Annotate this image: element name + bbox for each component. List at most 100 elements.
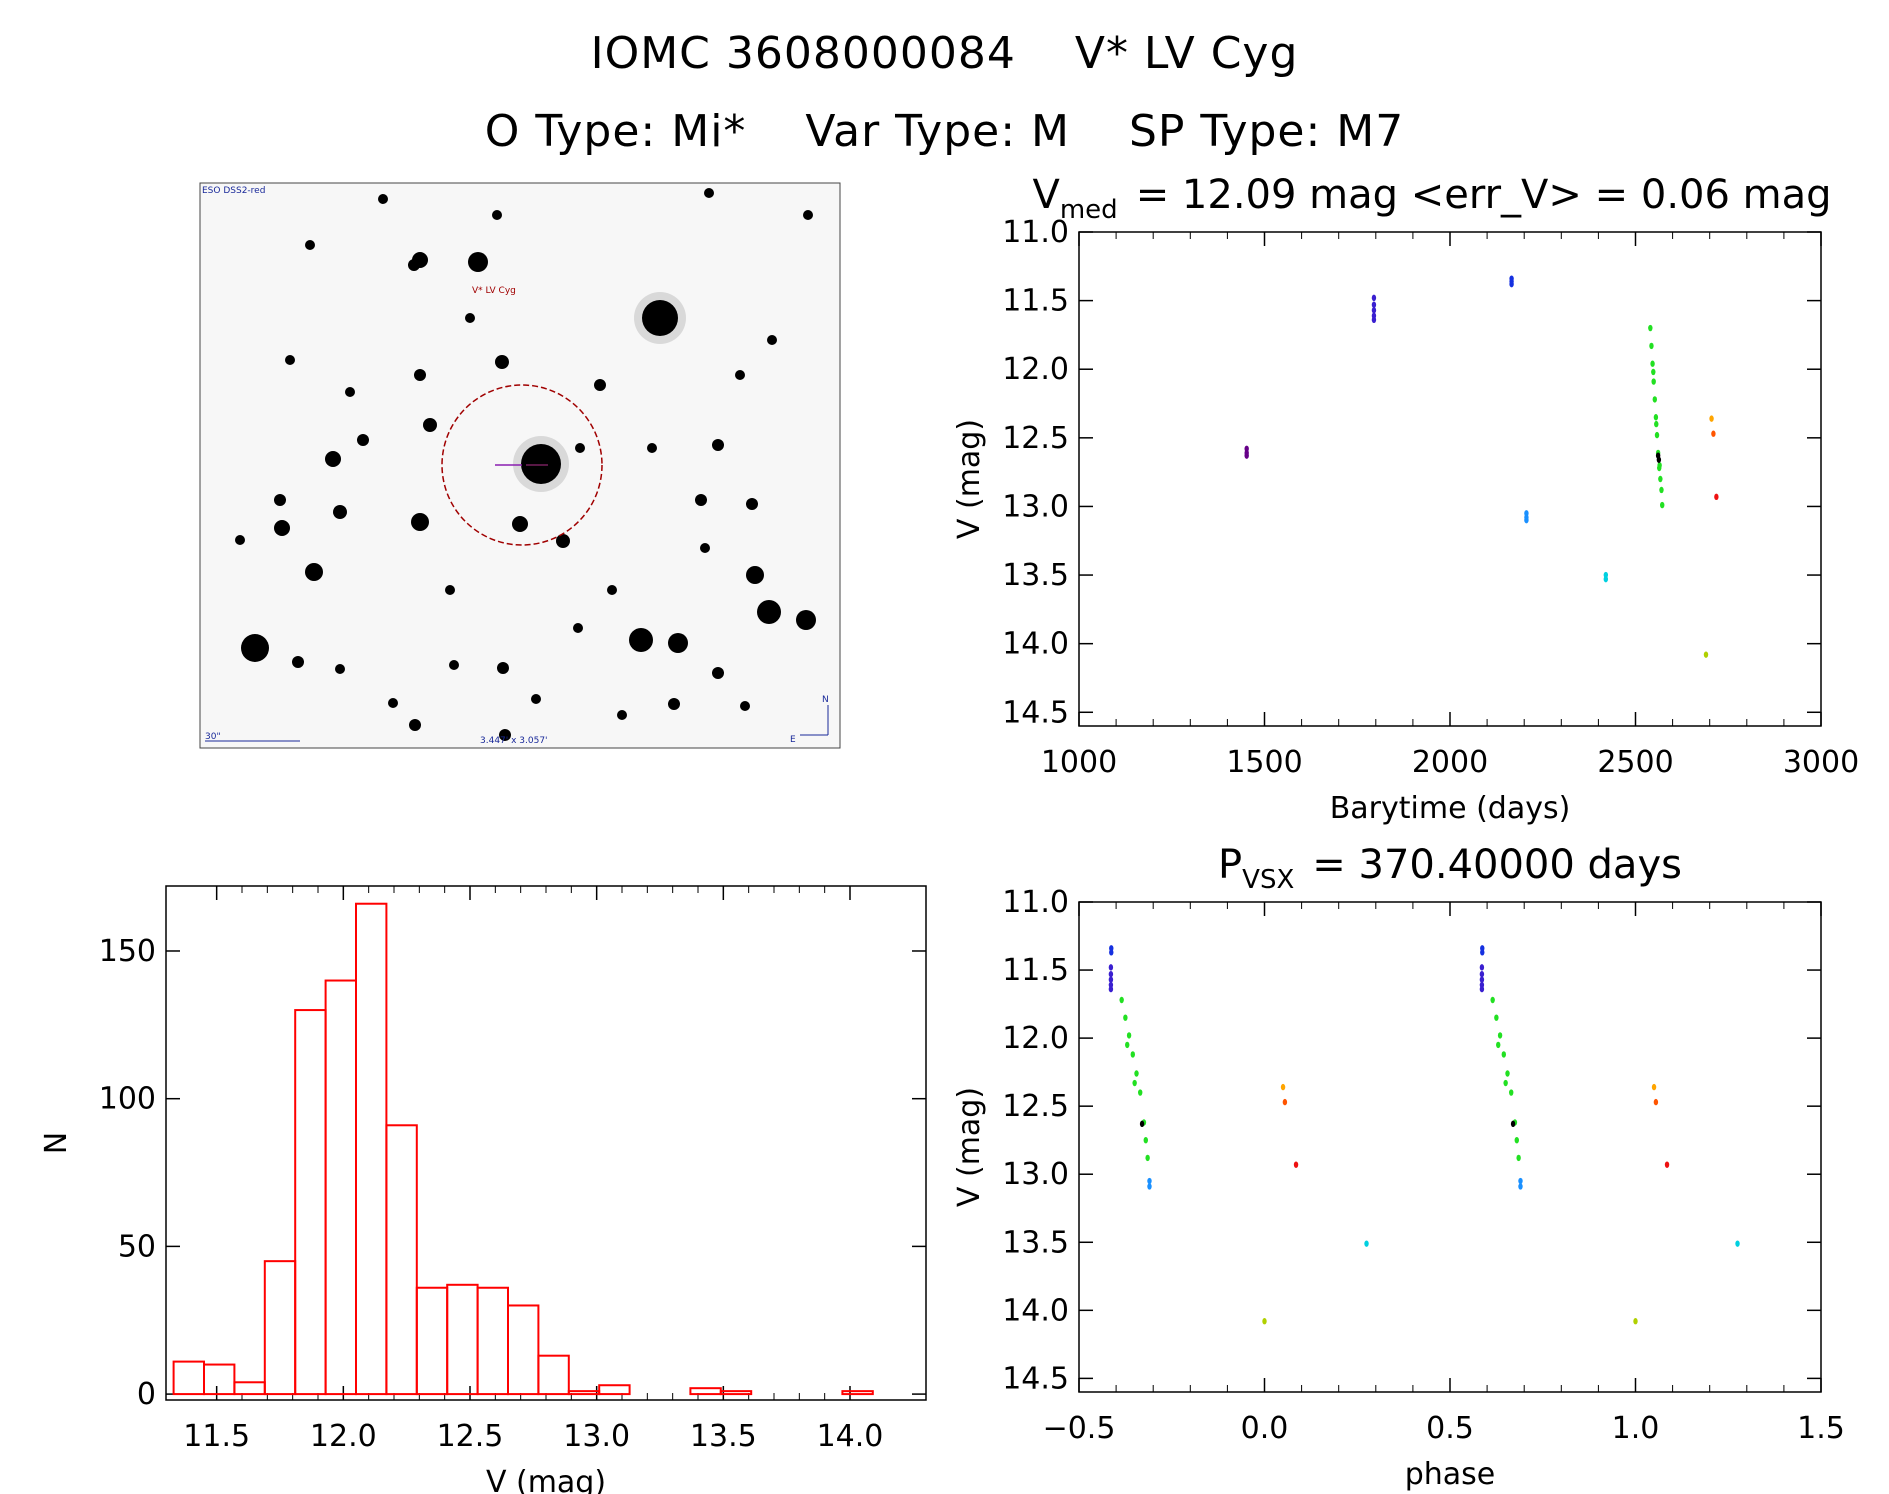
fov-label: 3.447' x 3.057': [480, 736, 548, 746]
ph-xlabel: phase: [1405, 1457, 1496, 1492]
finder-star: [285, 355, 295, 365]
lc-point-s10: [1703, 651, 1709, 658]
hist-bar: [598, 1384, 631, 1396]
ph-plot: −0.5 0.0 0.5 1.0 1.5 11.0 11.5 12.0 12.5 13.0 13.5…: [952, 885, 1845, 1492]
finder-star: [668, 698, 680, 710]
ph-point-s6_green: [1123, 1014, 1128, 1021]
finder-star: [325, 451, 341, 467]
scale-label: 30": [205, 732, 221, 742]
finder-star: [712, 439, 724, 451]
ph-ytick-label: 14.5: [1002, 1361, 1069, 1396]
lc-point-s5: [1603, 575, 1609, 583]
var-type: Var Type: M: [805, 106, 1070, 157]
finder-star: [617, 710, 627, 720]
figure-subtitle: O Type: Mi* Var Type: M SP Type: M7: [0, 106, 1889, 157]
hist-bar: [567, 1390, 601, 1396]
lc-ytick-label: 14.5: [1002, 695, 1069, 730]
lc-ytick-label: 12.0: [1002, 352, 1069, 387]
finder-star: [704, 188, 714, 198]
finder-star: [468, 252, 488, 272]
ph-point-s6_green: [1494, 1014, 1499, 1021]
survey-label: ESO DSS2-red: [202, 186, 265, 196]
ph-point-s3: [1480, 949, 1485, 956]
finder-star: [333, 505, 347, 519]
ph-point-s7: [1280, 1083, 1286, 1091]
finder-star: [767, 335, 777, 345]
lc-point-s6_green: [1651, 378, 1656, 385]
ph-point-s2: [1479, 964, 1485, 971]
hist-bar: [324, 979, 358, 1396]
finder-star: [345, 387, 355, 397]
lc-ylabel: V (mag): [952, 419, 987, 539]
finder-star: [746, 498, 758, 510]
finder-star: [335, 664, 345, 674]
lc-point-s4: [1524, 516, 1529, 524]
hist-plot: 11.5 12.0 12.5 13.0 13.5 14.0 0 50 100 150 V (mag)…: [39, 885, 927, 1494]
ph-point-s2: [1108, 970, 1114, 978]
lc-point-s6_green: [1648, 324, 1653, 332]
hist-bar: [476, 1286, 510, 1396]
lc-xtick-label: 1000: [1041, 745, 1117, 780]
ph-xtick-label: 0.0: [1241, 1411, 1289, 1446]
hist-bar: [841, 1390, 874, 1396]
hist-ytick-label: 50: [118, 1229, 156, 1264]
ph-ytick-label: 13.0: [1002, 1157, 1069, 1192]
finder-star: [642, 300, 678, 336]
finder-star: [411, 513, 429, 531]
finder-star: [668, 633, 688, 653]
finder-star: [740, 701, 750, 711]
finder-star: [305, 563, 323, 581]
lc-point-s6_green: [1658, 475, 1663, 483]
ph-point-s6_green: [1503, 1079, 1508, 1087]
lc-point-s2: [1371, 301, 1377, 308]
ph-title-sub: VSX: [1242, 865, 1294, 895]
ph-point-s6_black: [1510, 1120, 1516, 1128]
finder-star: [607, 585, 617, 595]
finder-star: [575, 443, 585, 453]
ph-point-s6_black: [1139, 1120, 1145, 1128]
ph-point-s2: [1108, 976, 1114, 983]
finder-star: [274, 494, 286, 506]
lc-xtick-label: 3000: [1783, 745, 1859, 780]
ph-point-s7: [1651, 1083, 1657, 1091]
ph-point-s2: [1108, 985, 1114, 993]
lc-point-s1: [1244, 452, 1249, 459]
ph-ylabel: V (mag): [952, 1087, 987, 1207]
star-halo: [634, 292, 686, 344]
hist-ytick-label: 150: [99, 934, 156, 969]
hist-bar: [415, 1286, 449, 1396]
lc-point-s6_green: [1654, 420, 1659, 428]
lc-title-main: V: [1032, 172, 1060, 218]
lc-point-s6_green: [1652, 396, 1657, 403]
lc-title-rest: = 12.09 mag <err_V> = 0.06 mag: [1136, 172, 1832, 218]
hist-bar: [689, 1387, 722, 1396]
finder-star: [531, 694, 541, 704]
finder-star: [449, 660, 459, 670]
finder-star: [445, 585, 455, 595]
lc-point-s8: [1711, 430, 1716, 437]
finder-star: [274, 520, 290, 536]
finder-star: [414, 369, 426, 381]
finder-star: [700, 543, 710, 553]
o-type: O Type: Mi*: [484, 106, 747, 157]
ph-title-rest: = 370.40000 days: [1312, 842, 1682, 888]
finder-star: [521, 444, 561, 484]
lc-point-s6_green: [1651, 368, 1656, 376]
finder-star: [499, 729, 511, 741]
sp-type: SP Type: M7: [1128, 106, 1405, 157]
finder-star: [495, 355, 509, 369]
ph-title: PVSX = 370.40000 days: [1218, 842, 1682, 895]
lc-point-s7: [1709, 415, 1714, 422]
hist-bar: [263, 1260, 297, 1396]
ph-point-s6_green: [1509, 1089, 1514, 1096]
finder-star: [241, 634, 269, 662]
ph-point-s10: [1262, 1318, 1267, 1325]
ph-point-s4: [1147, 1183, 1152, 1190]
object-name: V* LV Cyg: [1074, 28, 1299, 79]
ph-point-s6_green: [1119, 996, 1124, 1004]
ph-xtick-label: 1.5: [1797, 1411, 1845, 1446]
lc-point-s9: [1714, 493, 1719, 501]
